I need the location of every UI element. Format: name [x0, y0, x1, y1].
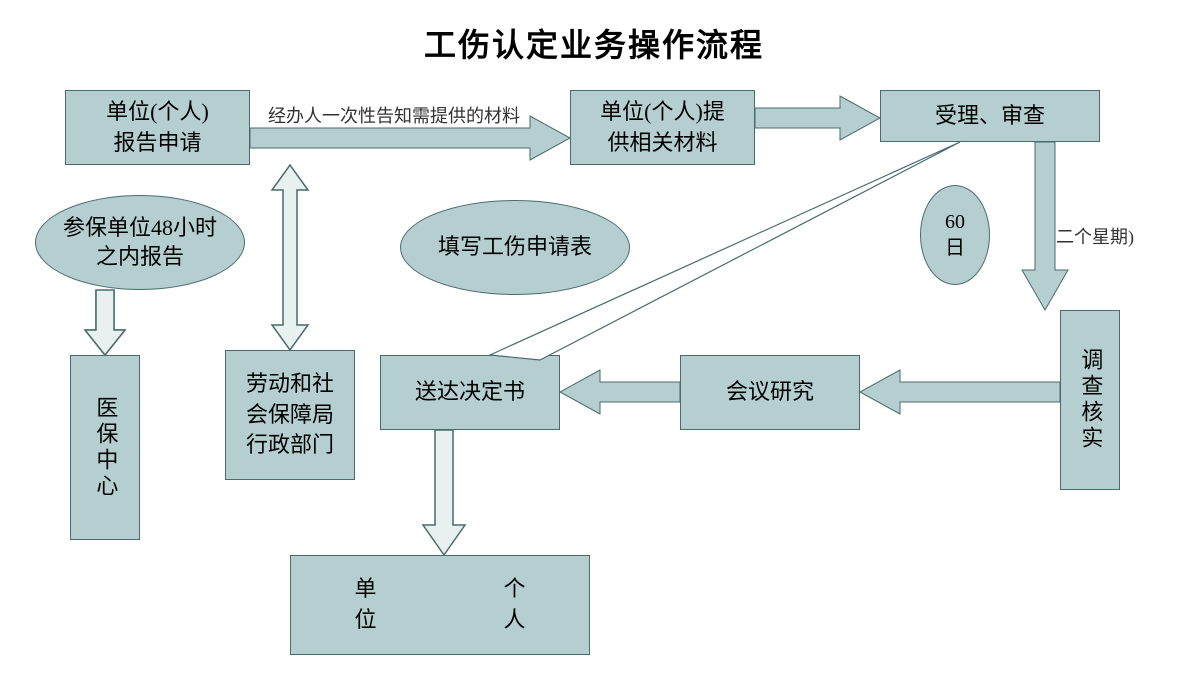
arrow-n4-n7 [85, 290, 125, 355]
node-deliver-decision: 送达决定书 [380, 355, 560, 430]
node-text: 劳动和社 会保障局 行政部门 [246, 369, 334, 461]
node-report-apply: 单位(个人) 报告申请 [65, 90, 250, 165]
node-investigate-verify: 调查核实 [1060, 310, 1120, 490]
arrow-n9-n12 [423, 430, 465, 555]
node-medical-center: 医保中心 [70, 355, 140, 540]
label-two-weeks: (二个星期) [1050, 223, 1134, 249]
node-text-left: 单 位 [354, 574, 376, 636]
node-text: 受理、审查 [935, 101, 1045, 132]
arrow-n10-n9 [560, 370, 680, 414]
node-meeting-research: 会议研究 [680, 355, 860, 430]
label-inform-materials: 经办人一次性告知需提供的材料 [268, 102, 520, 128]
arrow-n11-n10 [860, 370, 1060, 414]
page-title: 工伤认定业务操作流程 [0, 20, 1188, 66]
node-text: 送达决定书 [415, 377, 525, 408]
flowchart-canvas: 工伤认定业务操作流程 单位(个人) 报告申请 单位(个人)提 供相关材料 受理、… [0, 0, 1188, 674]
node-text: 填写工伤申请表 [438, 233, 592, 262]
node-text: 单位(个人) 报告申请 [106, 97, 209, 159]
node-unit-individual: 单 位 个 人 [290, 555, 590, 655]
node-60-days: 60 日 [920, 185, 990, 285]
node-text: 调查核实 [1075, 348, 1106, 452]
node-48h-report: 参保单位48小时 之内报告 [35, 195, 245, 290]
node-fill-form: 填写工伤申请表 [400, 200, 630, 295]
node-text-right: 个 人 [503, 574, 525, 636]
node-provide-materials: 单位(个人)提 供相关材料 [570, 90, 755, 165]
node-labor-bureau: 劳动和社 会保障局 行政部门 [225, 350, 355, 480]
node-accept-review: 受理、审查 [880, 90, 1100, 142]
node-text: 单位(个人)提 供相关材料 [600, 97, 725, 159]
node-text: 60 日 [945, 209, 965, 261]
arrow-n2-n3 [755, 96, 880, 140]
node-text: 参保单位48小时 之内报告 [63, 214, 217, 271]
node-text: 会议研究 [726, 377, 814, 408]
arrow-n1-n8-bidir [272, 165, 308, 350]
node-text: 医保中心 [90, 396, 121, 500]
